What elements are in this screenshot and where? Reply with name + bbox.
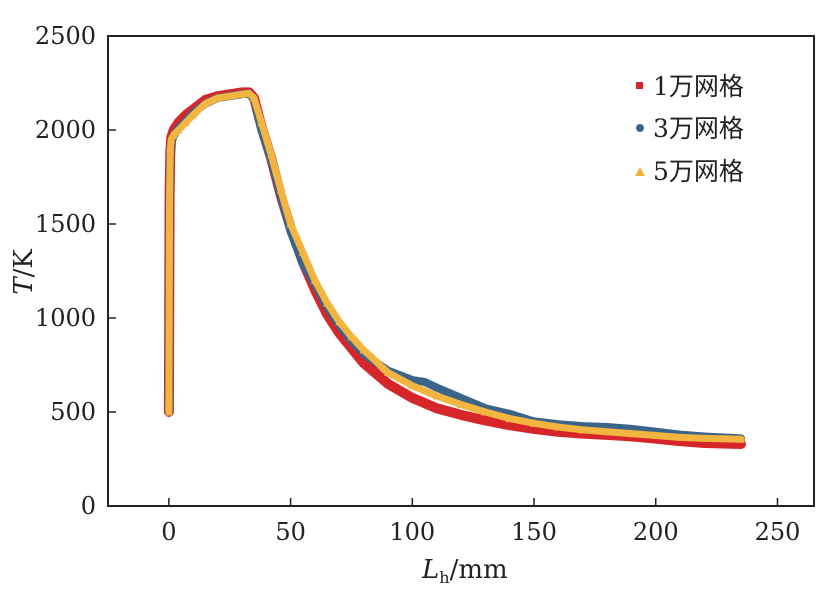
series-3-point: [457, 400, 465, 408]
series-3-point: [286, 220, 295, 228]
x-axis-label-main: L: [421, 555, 439, 585]
series-3-point: [213, 94, 222, 102]
series-3-point: [481, 408, 490, 416]
series-3-point: [408, 381, 417, 390]
x-tick-label: 250: [755, 518, 801, 546]
x-axis-label-unit: /mm: [450, 555, 508, 585]
series-3-point: [651, 431, 660, 439]
legend-label-3: 5万网格: [653, 157, 744, 186]
legend-marker-2: [636, 124, 644, 132]
series-3-point: [323, 298, 332, 307]
series-1-point: [457, 411, 465, 419]
series-3: [164, 89, 745, 443]
series-3-point: [276, 186, 285, 194]
legend-marker-1: [636, 82, 643, 89]
series-2-point: [420, 378, 428, 386]
series-1-point: [323, 310, 331, 318]
series-1-point: [384, 380, 392, 388]
y-axis: 0 500 1000 1500 2000 2500: [35, 22, 116, 520]
series-layer: [163, 87, 746, 449]
series-3-point: [736, 435, 745, 443]
series-3-point: [245, 89, 254, 97]
series-3-point: [169, 130, 178, 139]
y-tick-label: 1000: [35, 304, 96, 332]
series-1-point: [700, 439, 708, 447]
y-tick-label: 1500: [35, 210, 96, 238]
series-1-point: [360, 359, 368, 367]
legend: 1万网格 3万网格 5万网格: [635, 72, 744, 186]
y-tick-label: 2000: [35, 116, 96, 144]
legend-label-1: 1万网格: [653, 72, 744, 101]
series-3-point: [189, 110, 198, 119]
series-3-point: [310, 276, 319, 284]
series-3-point: [201, 99, 210, 108]
series-3-point: [257, 118, 266, 126]
series-3-point: [627, 429, 636, 438]
x-axis-label: Lh/mm: [421, 555, 508, 587]
series-3-point: [174, 126, 183, 134]
x-tick-label: 100: [389, 518, 435, 546]
series-1-point: [676, 437, 684, 445]
series-3-point: [166, 144, 175, 153]
series-3-point: [165, 191, 174, 200]
y-tick-label: 500: [50, 398, 96, 426]
plot-frame: [107, 35, 815, 507]
series-3-point: [167, 135, 176, 143]
y-tick-label: 2500: [35, 22, 96, 50]
series-3-point: [164, 408, 173, 416]
series-1-point: [579, 430, 587, 438]
series-3-point: [432, 392, 441, 400]
series-1-point: [335, 329, 343, 337]
series-3-point: [578, 425, 587, 434]
series-1-point: [347, 344, 355, 352]
x-axis: 0 50 100 150 200 250: [161, 498, 800, 546]
series-1-point: [530, 425, 538, 433]
series-2-point: [433, 384, 441, 392]
series-1-point: [408, 394, 416, 402]
y-axis-label-main: T: [9, 276, 39, 295]
series-3-point: [237, 90, 246, 98]
y-axis-label-unit: /K: [9, 249, 39, 278]
series-3-point: [181, 118, 190, 126]
x-axis-label-sub: h: [439, 568, 449, 587]
y-axis-label: T/K: [9, 249, 39, 295]
series-1-point: [506, 421, 514, 429]
series-3-point: [250, 94, 259, 102]
legend-marker-3: [635, 167, 645, 176]
series-3-point: [530, 419, 539, 427]
x-tick-label: 50: [275, 518, 306, 546]
series-3-point: [267, 150, 276, 158]
series-3-point: [359, 345, 368, 354]
series-3-point: [225, 92, 234, 100]
series-3-point: [298, 248, 307, 256]
series-3-point: [700, 434, 709, 442]
series-3-point: [347, 332, 356, 341]
series-1-point: [737, 440, 745, 448]
x-tick-label: 200: [633, 518, 679, 546]
series-1-point: [481, 416, 489, 424]
series-3-point: [603, 427, 612, 436]
series-line-2: [164, 89, 745, 443]
x-tick-label: 0: [161, 518, 176, 546]
series-3-point: [335, 317, 344, 326]
series-3-point: [383, 368, 392, 377]
series-line-3: [165, 89, 745, 443]
series-1-point: [433, 404, 441, 412]
series-1-point: [554, 428, 562, 436]
legend-label-2: 3万网格: [653, 114, 744, 143]
y-tick-label: 0: [81, 492, 96, 520]
series-3-point: [554, 423, 563, 431]
series-3-point: [676, 433, 685, 441]
x-tick-label: 150: [511, 518, 557, 546]
series-2-point: [457, 394, 465, 402]
series-3-point: [505, 414, 514, 423]
